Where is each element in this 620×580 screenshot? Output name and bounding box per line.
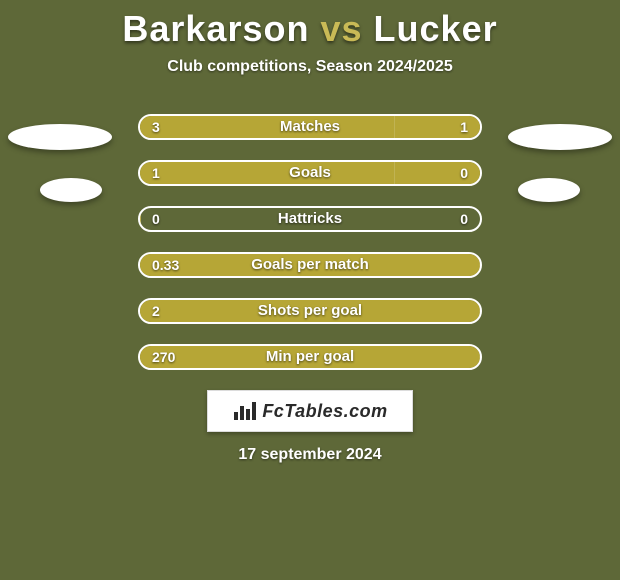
comparison-card: Barkarson vs Lucker Club competitions, S… [0,0,620,580]
stat-rows: Matches31Goals10Hattricks00Goals per mat… [0,104,620,380]
snapshot-date: 17 september 2024 [0,446,620,464]
logo-text: FcTables.com [262,401,387,422]
stat-bar-left [140,254,480,276]
stat-row: Shots per goal2 [0,288,620,334]
player1-name: Barkarson [122,8,309,49]
stat-row: Goals per match0.33 [0,242,620,288]
player2-name: Lucker [374,8,498,49]
stat-bar-left [140,208,141,230]
stat-row: Goals10 [0,150,620,196]
stat-bar-track [138,298,482,324]
stat-bar-track [138,252,482,278]
stat-row: Matches31 [0,104,620,150]
fctables-logo: FcTables.com [207,390,413,432]
stat-bar-left [140,346,480,368]
page-title: Barkarson vs Lucker [0,8,620,50]
stat-bar-right [395,162,480,184]
stat-row: Hattricks00 [0,196,620,242]
stat-bar-track [138,344,482,370]
stat-bar-track [138,206,482,232]
stat-bar-track [138,160,482,186]
stat-bar-left [140,300,480,322]
bars-icon [232,400,256,422]
stat-bar-left [140,116,395,138]
stat-bar-left [140,162,395,184]
stat-bar-track [138,114,482,140]
stat-bar-right [395,116,480,138]
stat-row: Min per goal270 [0,334,620,380]
competition-subtitle: Club competitions, Season 2024/2025 [0,58,620,76]
vs-label: vs [320,8,362,49]
